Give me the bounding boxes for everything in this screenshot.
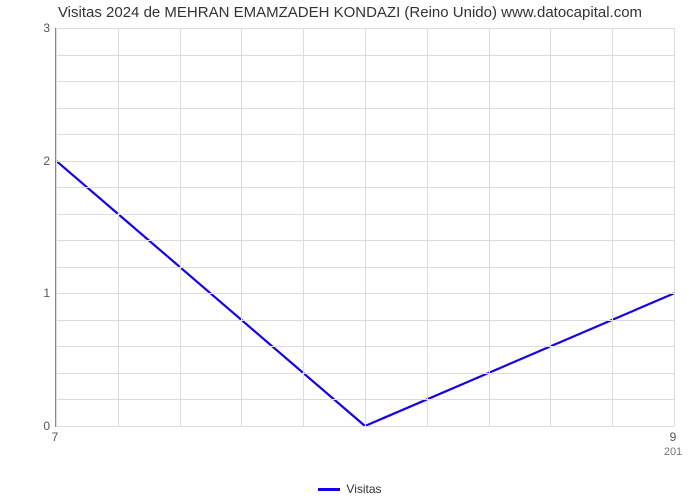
grid-v: [612, 28, 613, 426]
x-tick-label: 7: [52, 430, 59, 444]
y-tick-label: 2: [38, 154, 50, 168]
legend-label: Visitas: [346, 482, 381, 496]
x-year-label: 201: [664, 446, 682, 458]
y-tick-label: 0: [38, 419, 50, 433]
grid-v: [365, 28, 366, 426]
chart-title: Visitas 2024 de MEHRAN EMAMZADEH KONDAZI…: [0, 4, 700, 21]
legend: Visitas: [0, 482, 700, 496]
plot-area: [55, 28, 674, 427]
grid-v: [427, 28, 428, 426]
grid-v: [550, 28, 551, 426]
grid-v: [241, 28, 242, 426]
grid-v: [118, 28, 119, 426]
grid-v: [489, 28, 490, 426]
grid-v: [303, 28, 304, 426]
grid-v: [180, 28, 181, 426]
x-tick-label: 9: [670, 430, 677, 444]
y-tick-label: 3: [38, 21, 50, 35]
visits-line-chart: Visitas 2024 de MEHRAN EMAMZADEH KONDAZI…: [0, 0, 700, 500]
grid-v: [674, 28, 675, 426]
legend-swatch: [318, 488, 340, 491]
grid-h: [56, 426, 674, 427]
y-tick-label: 1: [38, 286, 50, 300]
grid-v: [56, 28, 57, 426]
